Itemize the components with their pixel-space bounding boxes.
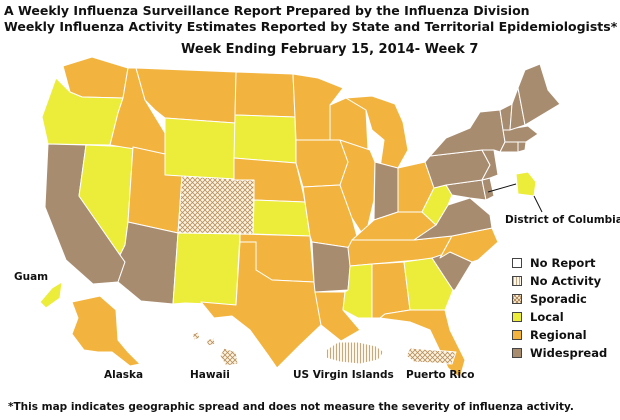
state-rhode-island <box>517 141 527 153</box>
state-hawaii <box>191 331 239 367</box>
state-alaska <box>71 295 141 367</box>
label-puerto-rico: Puerto Rico <box>406 369 475 381</box>
state-new-york <box>429 109 506 157</box>
legend-item-regional: Regional <box>512 326 607 344</box>
state-texas <box>200 241 322 369</box>
legend-swatch <box>512 294 522 304</box>
state-wyoming <box>164 117 236 181</box>
state-alabama <box>371 261 411 319</box>
legend: No Report No Activity Sporadic Local Reg… <box>512 254 607 362</box>
state-kansas <box>252 199 311 237</box>
label-alaska: Alaska <box>104 369 144 381</box>
state-georgia <box>403 257 454 311</box>
legend-swatch <box>512 348 522 358</box>
legend-label: Sporadic <box>530 292 587 306</box>
legend-item-local: Local <box>512 308 607 326</box>
week-label: Week Ending February 15, 2014- Week 7 <box>181 42 479 57</box>
legend-swatch <box>512 312 522 322</box>
label-hawaii: Hawaii <box>190 369 230 381</box>
state-north-dakota <box>234 71 296 118</box>
territory-puerto-rico <box>405 347 457 365</box>
legend-label: No Report <box>530 256 596 270</box>
footnote: *This map indicates geographic spread an… <box>8 401 574 413</box>
legend-label: Local <box>530 310 564 324</box>
legend-swatch <box>512 258 522 268</box>
state-florida <box>379 309 466 379</box>
state-district-of-columbia <box>515 171 537 197</box>
legend-label: No Activity <box>530 274 602 288</box>
state-colorado <box>177 175 255 235</box>
legend-label: Widespread <box>530 346 608 360</box>
legend-item-no-report: No Report <box>512 254 607 272</box>
legend-swatch <box>512 330 522 340</box>
dc-pointer-line <box>533 195 543 213</box>
state-arizona <box>117 221 179 305</box>
report-subtitle: Weekly Influenza Activity Estimates Repo… <box>4 19 618 34</box>
legend-swatch <box>512 276 522 286</box>
label-guam: Guam <box>14 271 49 283</box>
state-new-mexico <box>172 232 241 306</box>
label-district-of-columbia: District of Columbia <box>505 214 620 226</box>
state-south-dakota <box>233 114 297 164</box>
state-maine <box>517 63 561 126</box>
state-indiana <box>373 161 399 221</box>
legend-label: Regional <box>530 328 587 342</box>
state-iowa <box>295 139 349 188</box>
state-arkansas <box>311 241 353 293</box>
territory-guam <box>39 281 63 309</box>
report-title: A Weekly Influenza Surveillance Report P… <box>4 3 530 18</box>
legend-item-sporadic: Sporadic <box>512 290 607 308</box>
dc-pointer-line-2 <box>487 183 517 193</box>
state-washington <box>62 56 129 99</box>
legend-item-no-activity: No Activity <box>512 272 607 290</box>
legend-item-widespread: Widespread <box>512 344 607 362</box>
territory-us-virgin-islands <box>325 341 385 365</box>
label-us-virgin-islands: US Virgin Islands <box>293 369 394 381</box>
